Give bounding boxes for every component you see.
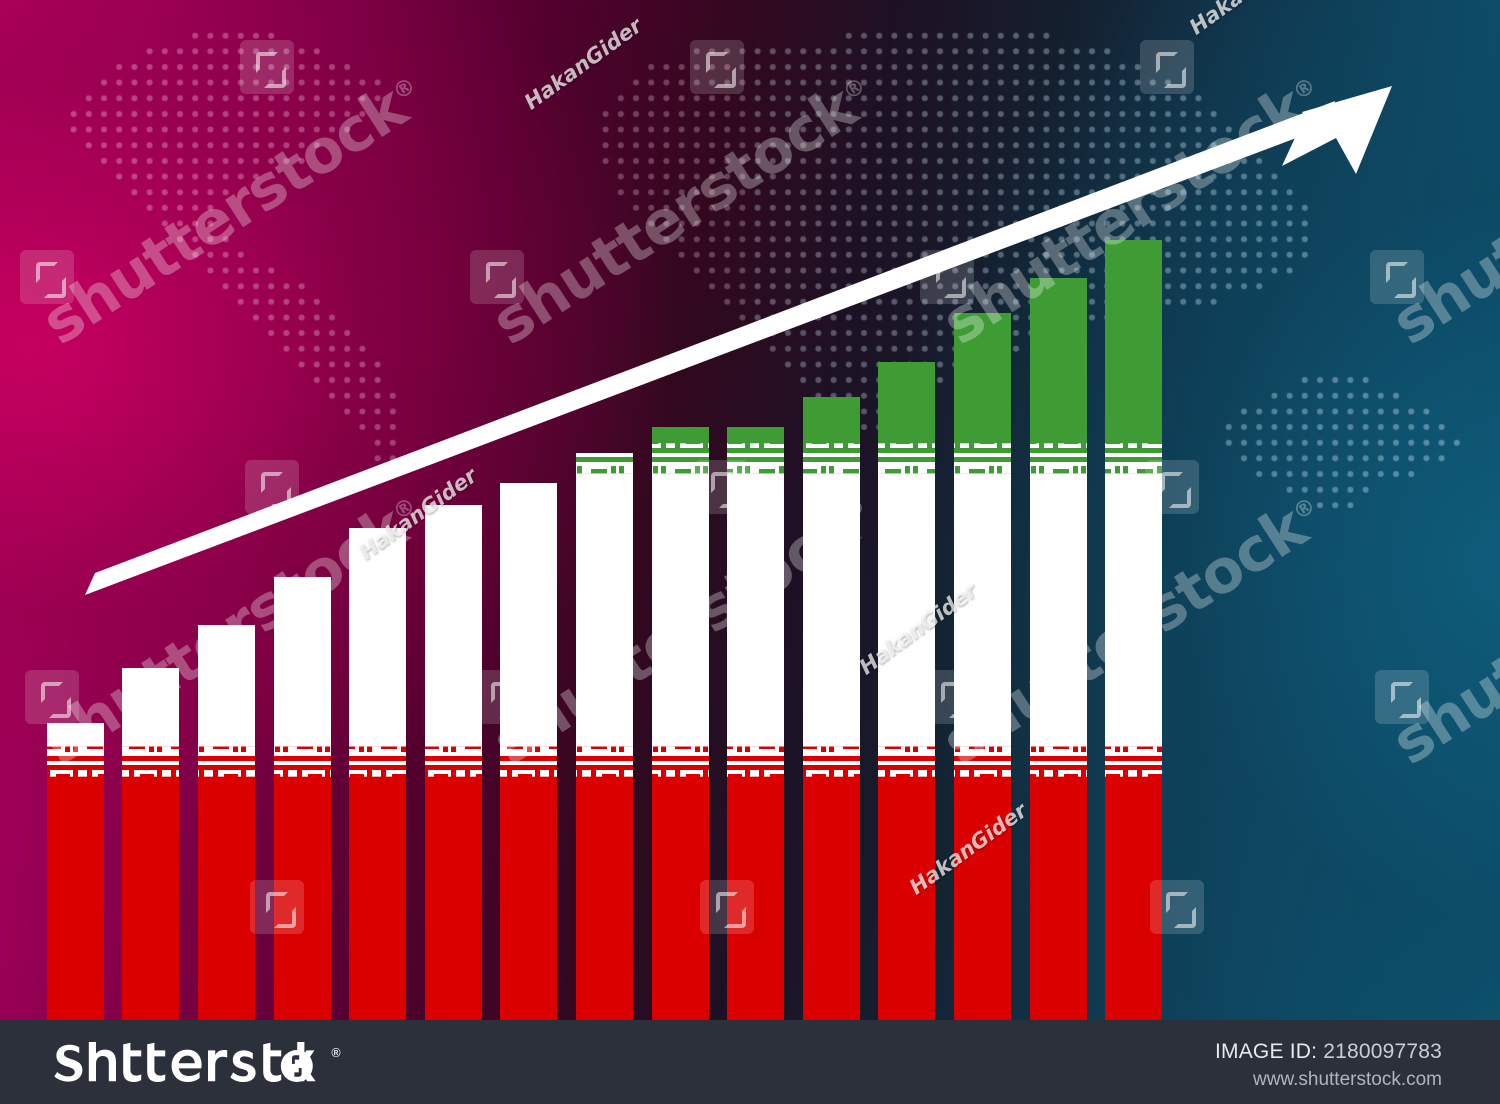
shutterstock-url: www.shutterstock.com bbox=[1253, 1069, 1442, 1090]
kufic-band-red bbox=[198, 746, 255, 777]
kufic-band-green bbox=[576, 453, 633, 474]
kufic-band-green bbox=[1030, 443, 1087, 474]
bar bbox=[803, 397, 860, 1020]
kufic-band-red bbox=[652, 746, 709, 777]
kufic-band-red bbox=[500, 746, 557, 777]
bar bbox=[500, 443, 557, 1020]
bar-chart bbox=[47, 86, 1392, 1020]
kufic-band-green bbox=[274, 443, 331, 473]
kufic-band-green bbox=[500, 443, 557, 473]
kufic-band-green bbox=[727, 443, 784, 474]
bar bbox=[349, 528, 406, 1020]
bar bbox=[198, 443, 255, 1020]
kufic-band-red bbox=[47, 746, 104, 777]
kufic-band-red bbox=[1105, 746, 1162, 777]
bar bbox=[47, 443, 104, 1020]
artwork-area: shutterstock® shutterstock® shutterstock® s… bbox=[0, 0, 1500, 1020]
kufic-band-green bbox=[198, 443, 255, 473]
bar bbox=[122, 443, 179, 1020]
kufic-band-red bbox=[576, 746, 633, 777]
bar bbox=[878, 362, 935, 1020]
kufic-band-green bbox=[47, 443, 104, 473]
kufic-band-red bbox=[349, 746, 406, 777]
registered-mark: ® bbox=[330, 1046, 342, 1060]
kufic-band-green bbox=[1105, 443, 1162, 474]
bar bbox=[274, 443, 331, 1020]
kufic-band-red bbox=[425, 746, 482, 777]
shutterstock-logo bbox=[54, 1042, 316, 1082]
bar bbox=[652, 427, 709, 1020]
growth-arrow-head bbox=[1282, 86, 1392, 174]
kufic-band-red bbox=[803, 746, 860, 777]
footer-bar: ® IMAGE ID: 2180097783 www.shutterstock.… bbox=[0, 1020, 1500, 1104]
kufic-band-green bbox=[878, 443, 935, 474]
image-id-prefix: IMAGE ID: bbox=[1215, 1040, 1318, 1063]
kufic-band-green bbox=[122, 443, 179, 473]
kufic-band-red bbox=[274, 746, 331, 777]
kufic-band-green bbox=[652, 443, 709, 474]
kufic-band-green bbox=[954, 443, 1011, 474]
kufic-band-red bbox=[954, 746, 1011, 777]
bar bbox=[425, 505, 482, 1020]
bar bbox=[1105, 240, 1162, 1020]
kufic-band-red bbox=[878, 746, 935, 777]
kufic-band-red bbox=[727, 746, 784, 777]
bar bbox=[1030, 278, 1087, 1020]
bar bbox=[954, 313, 1011, 1020]
kufic-band-green bbox=[803, 443, 860, 474]
bar bbox=[576, 453, 633, 1020]
image-id-value: 2180097783 bbox=[1323, 1040, 1442, 1063]
kufic-band-red bbox=[122, 746, 179, 777]
kufic-band-red bbox=[1030, 746, 1087, 777]
bar bbox=[727, 427, 784, 1020]
image-id-label: IMAGE ID: 2180097783 bbox=[1215, 1040, 1442, 1064]
growth-arrow-shaft bbox=[85, 101, 1335, 595]
